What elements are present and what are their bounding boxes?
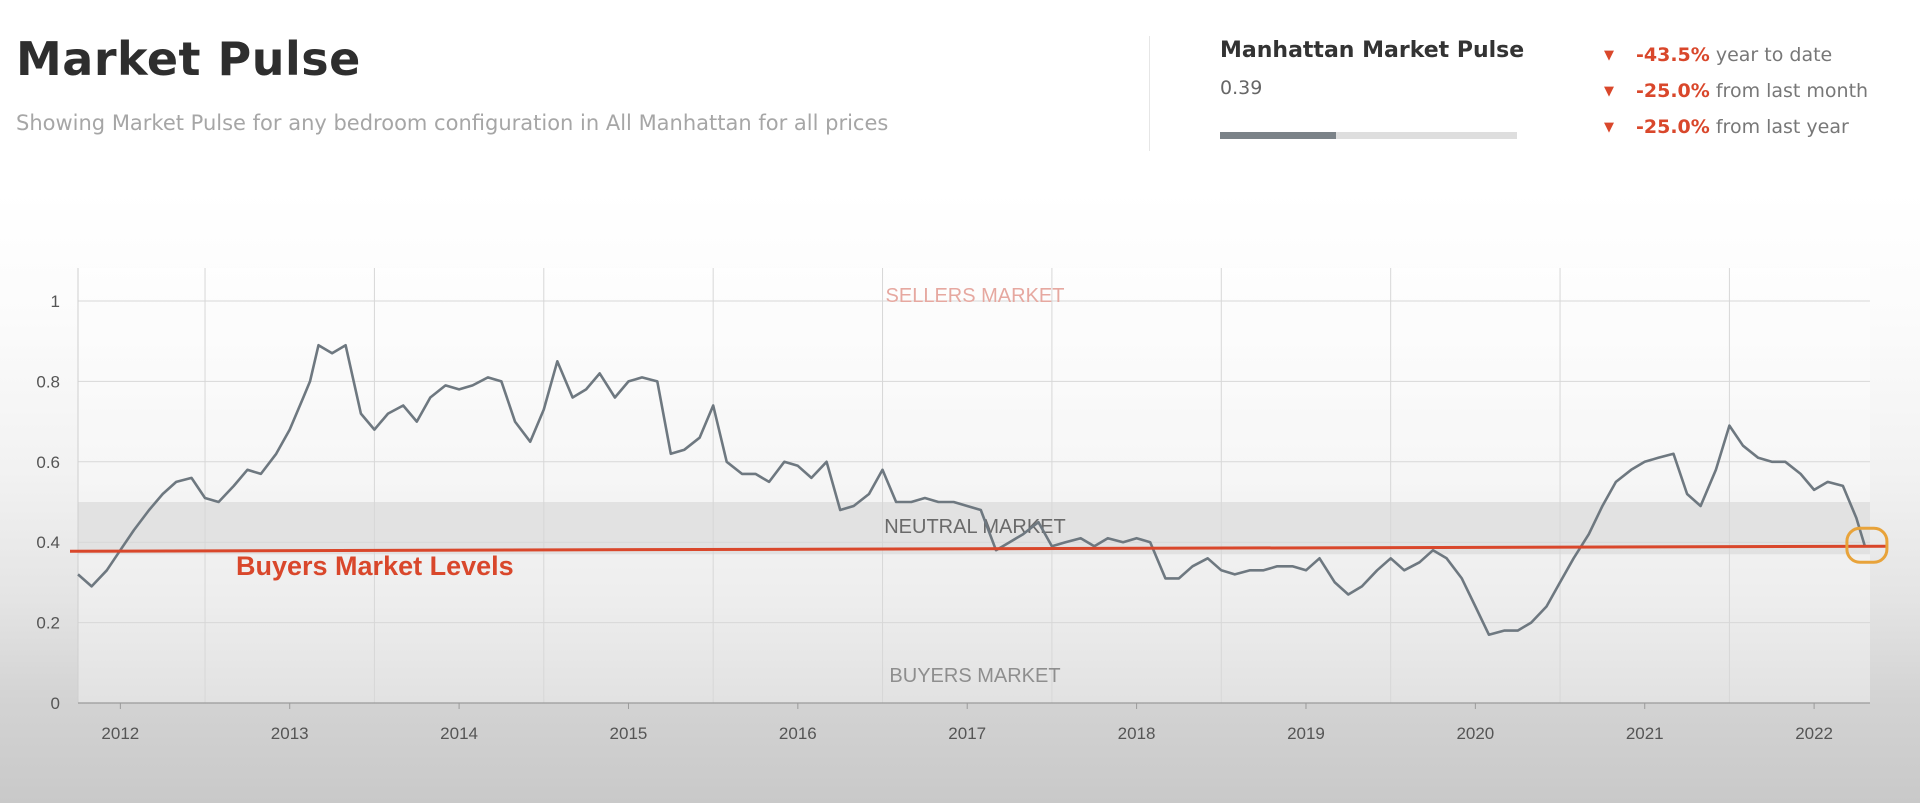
- y-tick-label: 1: [51, 292, 60, 311]
- down-triangle-icon: ▼: [1604, 84, 1614, 99]
- stat-last-year: ▼ -25.0% from last year: [1604, 116, 1849, 138]
- x-tick-label: 2014: [440, 724, 478, 743]
- stat-text: from last year: [1715, 116, 1849, 138]
- buyers-market-levels-label: Buyers Market Levels: [236, 551, 514, 581]
- stat-pct: -25.0%: [1636, 116, 1710, 138]
- x-tick-label: 2019: [1287, 724, 1325, 743]
- y-tick-label: 0.4: [36, 533, 60, 552]
- stat-year-to-date: ▼ -43.5% year to date: [1604, 44, 1832, 66]
- neutral-market-label: NEUTRAL MARKET: [884, 516, 1066, 538]
- x-tick-label: 2012: [101, 724, 139, 743]
- sellers-market-label: SELLERS MARKET: [886, 285, 1065, 307]
- x-tick-label: 2018: [1118, 724, 1156, 743]
- y-tick-label: 0.8: [36, 372, 60, 391]
- down-triangle-icon: ▼: [1604, 120, 1614, 135]
- plot-background: [78, 268, 1870, 703]
- stat-pct: -43.5%: [1636, 44, 1710, 66]
- header-divider: [1149, 36, 1150, 151]
- tick-labels: 0 0.2 0.4 0.6 0.8 1 2012 2013 2014 2015 2016 2017 20…: [36, 292, 1833, 743]
- x-tick-label: 2013: [271, 724, 309, 743]
- stat-last-month: ▼ -25.0% from last month: [1604, 80, 1868, 102]
- x-tick-label: 2016: [779, 724, 817, 743]
- market-pulse-bar: [1220, 132, 1517, 139]
- x-tick-label: 2015: [610, 724, 648, 743]
- x-tick-label: 2017: [948, 724, 986, 743]
- current-value-marker: [1845, 526, 1889, 564]
- y-tick-label: 0: [51, 694, 60, 713]
- market-pulse-title: Manhattan Market Pulse: [1220, 38, 1525, 63]
- buyers-market-reference-line: [69, 544, 1889, 553]
- x-tick-label: 2020: [1456, 724, 1494, 743]
- page-title: Market Pulse: [16, 32, 361, 86]
- market-pulse-bar-fill: [1220, 132, 1336, 139]
- y-tick-label: 0.6: [36, 453, 60, 472]
- stat-text: year to date: [1715, 44, 1833, 66]
- neutral-market-band: [78, 502, 1870, 555]
- market-pulse-series-line: [77, 343, 1867, 636]
- page-subtitle: Showing Market Pulse for any bedroom con…: [16, 111, 889, 135]
- stat-text: from last month: [1715, 80, 1869, 102]
- stat-pct: -25.0%: [1636, 80, 1710, 102]
- down-triangle-icon: ▼: [1604, 48, 1614, 63]
- market-pulse-value: 0.39: [1220, 77, 1263, 99]
- x-tick-label: 2021: [1626, 724, 1664, 743]
- buyers-market-label: BUYERS MARKET: [889, 665, 1060, 687]
- x-tick-label: 2022: [1795, 724, 1833, 743]
- y-tick-label: 0.2: [36, 614, 60, 633]
